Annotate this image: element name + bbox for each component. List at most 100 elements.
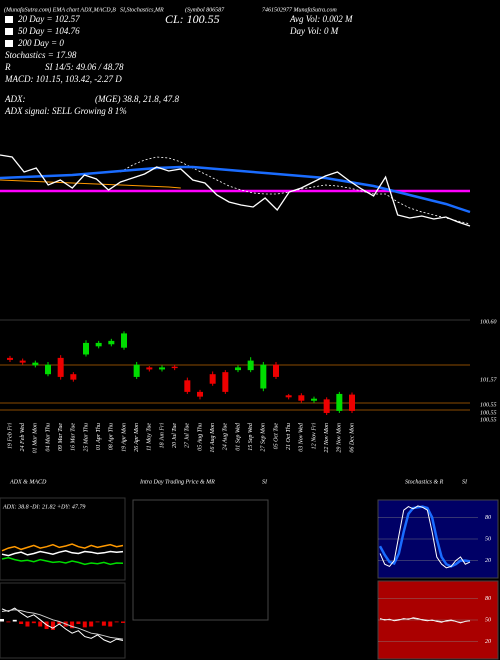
- date-label: 01 Sep Wed: [235, 422, 241, 451]
- stat: 20 Day = 102.57: [18, 14, 80, 24]
- candle-body: [32, 362, 39, 366]
- date-label: 06 Dec Mon: [349, 423, 355, 453]
- line: [1, 607, 124, 643]
- stat: Stochastics = 17.98: [5, 50, 77, 60]
- legend-swatch: [5, 40, 13, 47]
- level-label: 100.55: [480, 417, 497, 423]
- histogram-bar: [108, 621, 113, 627]
- candle-body: [209, 374, 216, 384]
- stat: 50 Day = 104.76: [18, 26, 80, 36]
- stat: ADX:: [4, 94, 26, 104]
- level-label: 100.55: [480, 402, 497, 408]
- histogram-bar: [31, 621, 36, 624]
- y-tick-label: 20: [485, 639, 491, 645]
- date-label: 11 May Tue: [147, 423, 153, 451]
- header-text: (Symbol 806587: [185, 6, 225, 13]
- histogram-bar: [6, 621, 11, 623]
- stat: MACD: 101.15, 103.42, -2.27 D: [4, 74, 122, 84]
- date-label: 15 Sep Wed: [248, 422, 254, 451]
- candle-body: [298, 395, 305, 401]
- line: [0, 165, 471, 214]
- candle-body: [235, 367, 241, 371]
- line: [0, 154, 471, 227]
- intraday-panel: [132, 499, 269, 621]
- histogram-bar: [70, 621, 75, 629]
- panel-title: SI: [262, 479, 268, 485]
- y-tick-label: 80: [485, 515, 491, 521]
- line: [1, 556, 124, 566]
- legend-swatch: [5, 28, 13, 35]
- panel-title: Stochastics & R: [405, 479, 444, 485]
- candle-body: [83, 342, 89, 355]
- histogram-bar: [89, 621, 94, 627]
- line: [379, 505, 471, 569]
- candle-body: [285, 395, 292, 398]
- panel-title: ADX & MACD: [9, 479, 47, 485]
- date-label: 01 Mar Mon: [33, 423, 39, 453]
- histogram-bar: [25, 621, 30, 627]
- line: [0, 179, 181, 189]
- date-label: 04 Mar Thu: [44, 423, 51, 452]
- candle-body: [7, 357, 13, 360]
- date-label: 29 Nov Mon: [337, 423, 343, 453]
- y-tick-label: 50: [485, 536, 491, 542]
- histogram-bar: [50, 621, 55, 630]
- date-label: 16 Aug Mon: [210, 423, 216, 453]
- candle-body: [273, 364, 279, 377]
- stat: 200 Day = 0: [18, 38, 64, 48]
- date-label: 09 Mar Tue: [58, 423, 64, 451]
- candle-body: [247, 360, 254, 371]
- date-label: 12 Nov Fri: [311, 423, 317, 450]
- header-text: (MunafaSutra.com) EMA chart ADX,MACD,B: [4, 6, 116, 13]
- histogram-bar: [95, 621, 100, 623]
- panel-frame: [0, 582, 126, 659]
- candle-body: [197, 391, 203, 397]
- candle-body: [184, 380, 191, 392]
- histogram-bar: [0, 618, 4, 622]
- candle-body: [57, 357, 64, 377]
- date-label: 05 Aug Thu: [197, 423, 203, 451]
- date-label: 27 Jul Tue: [185, 423, 191, 448]
- candle-body: [19, 360, 26, 363]
- histogram-bar: [76, 621, 81, 625]
- date-label: 01 Apr Thu: [96, 423, 102, 450]
- level-label: 100.60: [480, 319, 497, 325]
- header-text: SI,Stochastics,MR: [120, 7, 164, 13]
- line: [1, 550, 124, 557]
- date-label: 25 Mar Thu: [83, 423, 89, 452]
- date-label: 22 Nov Mon: [324, 423, 330, 453]
- date-label: 08 Apr Thu: [109, 423, 115, 450]
- level-label: 101.57: [480, 377, 498, 383]
- header-text: 7461502977 MunafaSutra.com: [262, 6, 337, 13]
- histogram-bar: [114, 621, 119, 623]
- histogram-bar: [38, 621, 43, 627]
- candle-body: [121, 333, 127, 348]
- histogram-bar: [101, 621, 106, 626]
- histogram-bar: [57, 621, 62, 625]
- y-tick-label: 80: [485, 596, 491, 602]
- candle-body: [159, 367, 165, 370]
- date-label: 21 Oct Thu: [286, 423, 292, 450]
- date-label: 18 Jun Fri: [159, 423, 165, 449]
- stat: R: [4, 62, 11, 72]
- date-label: 03 Nov Wed: [299, 422, 305, 452]
- y-tick-label: 20: [485, 558, 491, 564]
- candle-body: [95, 342, 102, 347]
- candle-body: [260, 364, 267, 389]
- date-label: 24 Aug Tue: [222, 423, 229, 451]
- stat: Avg Vol: 0.002 M: [289, 14, 353, 24]
- level-label: 100.55: [480, 410, 497, 416]
- candle-body: [146, 367, 153, 370]
- y-tick-label: 50: [485, 617, 491, 623]
- candle-body: [108, 340, 115, 345]
- histogram-bar: [121, 621, 125, 623]
- date-label: 20 Jul Tue: [172, 423, 178, 448]
- panel-title: SI: [462, 479, 468, 485]
- candle-body: [323, 399, 330, 413]
- panel-label: ADX: 38.8 -DI: 21.82 +DY: 47.79: [2, 503, 85, 510]
- histogram-bar: [19, 621, 24, 625]
- candle-body: [349, 394, 355, 411]
- panel-title: Intra Day Trading Price & MR: [139, 479, 215, 485]
- date-label: 19 Feb Fri: [7, 423, 13, 449]
